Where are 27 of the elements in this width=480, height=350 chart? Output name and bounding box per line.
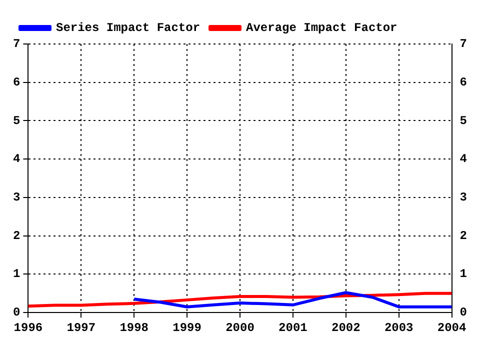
- y-tick-label: 2: [13, 228, 20, 243]
- y-tick-label: 0: [13, 306, 20, 320]
- x-tick-label: 1999: [172, 320, 202, 335]
- y-tick-label: 1: [13, 267, 20, 282]
- x-tick-label: 1998: [120, 320, 149, 335]
- y2-tick-label: 1: [460, 267, 467, 282]
- y-tick-label: 7: [13, 37, 20, 52]
- y-tick-label: 3: [13, 190, 20, 204]
- y2-tick-label: 3: [460, 190, 467, 204]
- legend-label: Average Impact Factor: [246, 21, 398, 36]
- x-tick-label: 2004: [437, 320, 466, 335]
- x-tick-label: 2002: [331, 320, 360, 335]
- legend-label: Series Impact Factor: [56, 21, 200, 36]
- y-tick-label: 4: [13, 152, 20, 166]
- x-tick-label: 2001: [278, 320, 308, 335]
- y2-tick-label: 0: [460, 306, 467, 320]
- y2-tick-label: 2: [460, 228, 467, 243]
- y2-tick-label: 5: [460, 114, 467, 128]
- x-tick-label: 1997: [66, 320, 96, 335]
- y-tick-label: 5: [13, 114, 20, 128]
- y2-tick-label: 6: [460, 75, 467, 90]
- y2-tick-label: 7: [460, 37, 467, 52]
- x-tick-label: 2003: [384, 320, 414, 335]
- x-tick-label: 1996: [14, 320, 43, 335]
- y-tick-label: 6: [13, 75, 20, 90]
- x-tick-label: 2000: [226, 320, 254, 335]
- y2-tick-label: 4: [460, 152, 467, 166]
